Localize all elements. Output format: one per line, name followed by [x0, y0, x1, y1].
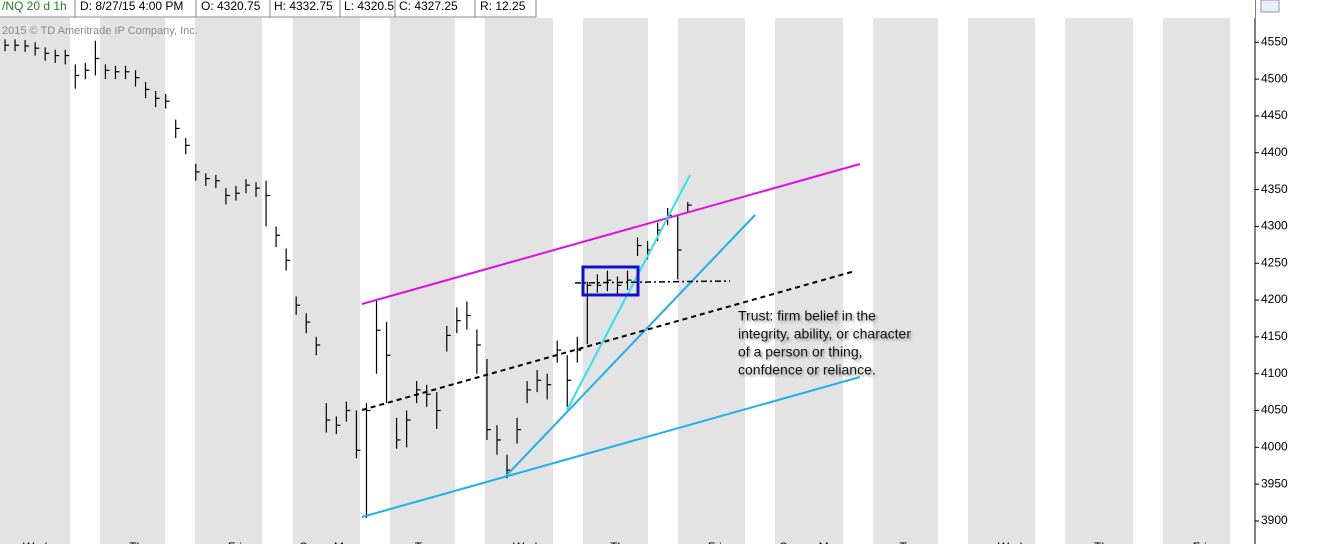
- y-tick-label: 4400: [1261, 145, 1288, 159]
- x-tick-label: Sun: [779, 540, 800, 544]
- header-bg: [0, 0, 1255, 18]
- y-tick-label: 3950: [1261, 476, 1288, 490]
- x-tick-label: Fri: [708, 540, 722, 544]
- x-tick-label: Mon: [334, 540, 357, 544]
- x-tick-label: Wed: [513, 540, 537, 544]
- y-tick-label: 4450: [1261, 108, 1288, 122]
- y-tick-label: 4550: [1261, 34, 1288, 48]
- y-tick-label: 4300: [1261, 219, 1288, 233]
- drawings: [361, 163, 861, 518]
- y-tick-label: 4250: [1261, 255, 1288, 269]
- annotation: confdence or reliance.: [738, 362, 876, 378]
- header-date: D: 8/27/15 4:00 PM: [80, 0, 183, 13]
- annotation: integrity, ability, or character: [738, 326, 911, 342]
- x-tick-label: Wed: [998, 540, 1022, 544]
- y-tick-label: 4000: [1261, 439, 1288, 453]
- y-tick-label: 4100: [1261, 366, 1288, 380]
- y-tick-label: 4150: [1261, 329, 1288, 343]
- x-tick-label: Fri: [228, 540, 242, 544]
- x-tick-label: Thu: [610, 540, 631, 544]
- header-high: H: 4332.75: [274, 0, 333, 13]
- x-tick-label: Tue: [900, 540, 921, 544]
- x-tick-label: Mon: [819, 540, 842, 544]
- x-tick-label: Sun: [300, 540, 321, 544]
- y-tick-label: 4500: [1261, 71, 1288, 85]
- icon[interactable]: [1260, 0, 1280, 13]
- header-borders: [0, 0, 537, 18]
- header-open: O: 4320.75: [201, 0, 261, 13]
- annotation: of a person or thing,: [738, 344, 863, 360]
- copyright: 2015 © TD Ameritrade IP Company, Inc.: [2, 25, 198, 37]
- header-low: L: 4320.5: [344, 0, 394, 13]
- y-tick-label: 4350: [1261, 182, 1288, 196]
- header-close: C: 4327.25: [399, 0, 458, 13]
- axis-bg: [1255, 0, 1327, 544]
- x-tick-label: Wed: [23, 540, 47, 544]
- y-tick-label: 4200: [1261, 292, 1288, 306]
- day-bands: [70, 18, 1255, 544]
- x-tick-label: Thu: [129, 540, 150, 544]
- y-tick-label: 4050: [1261, 403, 1288, 417]
- annotation: Trust: firm belief in the: [738, 308, 876, 324]
- header-range: R: 12.25: [480, 0, 526, 13]
- symbol[interactable]: /NQ 20 d 1h: [2, 0, 67, 13]
- x-tick-label: Tue: [415, 540, 436, 544]
- y-tick-label: 3900: [1261, 513, 1288, 527]
- x-tick-label: Thu: [1094, 540, 1115, 544]
- x-tick-label: Fri: [1193, 540, 1207, 544]
